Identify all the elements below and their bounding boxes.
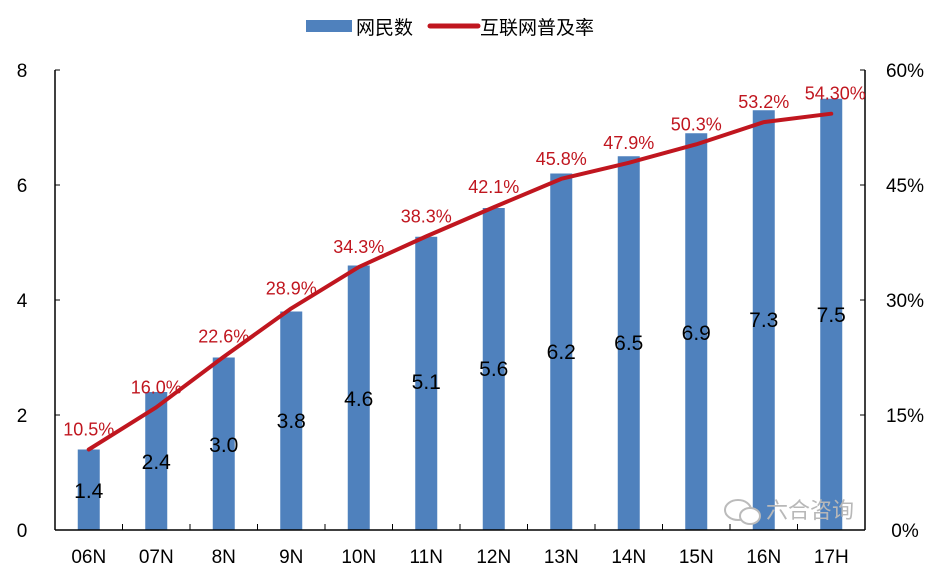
watermark-text: 六合咨询 xyxy=(766,498,854,523)
y-left-tick-label: 2 xyxy=(17,406,28,427)
line-data-label: 22.6% xyxy=(198,327,249,347)
bar-data-label: 5.1 xyxy=(412,371,441,394)
y-left-tick-label: 4 xyxy=(17,291,28,312)
legend: 网民数 互联网普及率 xyxy=(306,17,594,39)
x-tick-label: 06N xyxy=(71,547,106,568)
line-data-label: 16.0% xyxy=(131,377,182,397)
x-tick-label: 15N xyxy=(679,547,714,568)
line-data-label: 54.30% xyxy=(805,84,866,104)
legend-label-line: 互联网普及率 xyxy=(480,17,594,39)
x-tick-label: 07N xyxy=(139,547,174,568)
y-left-tick-label: 0 xyxy=(17,521,28,542)
bar-data-label: 7.3 xyxy=(749,309,778,332)
x-tick-label: 11N xyxy=(410,547,443,568)
x-tick-label: 13N xyxy=(544,547,579,568)
bar-data-label: 4.6 xyxy=(344,388,373,411)
x-tick-label: 17H xyxy=(814,547,849,568)
line-data-label: 45.8% xyxy=(536,149,587,169)
y-right-tick-label: 15% xyxy=(886,406,924,427)
x-tick-label: 9N xyxy=(279,547,303,568)
bar-data-label: 6.5 xyxy=(614,332,643,355)
bar-data-label: 3.0 xyxy=(209,434,238,457)
x-tick-label: 16N xyxy=(746,547,781,568)
x-tick-label: 10N xyxy=(341,547,376,568)
legend-label-bar: 网民数 xyxy=(356,17,413,39)
bar-data-label: 6.9 xyxy=(682,322,711,345)
y-left-tick-label: 6 xyxy=(17,176,28,197)
bar-data-label: 3.8 xyxy=(277,410,306,433)
line-data-label: 28.9% xyxy=(266,278,317,298)
x-tick-label: 8N xyxy=(212,547,236,568)
line-data-label: 47.9% xyxy=(603,133,654,153)
line-data-label: 38.3% xyxy=(401,206,452,226)
x-tick-label: 14N xyxy=(611,547,646,568)
legend-swatch-bar xyxy=(306,20,352,32)
line-data-label: 10.5% xyxy=(63,420,114,440)
line-data-label: 42.1% xyxy=(468,177,519,197)
line-series-penetration xyxy=(89,114,832,450)
line-data-label: 50.3% xyxy=(671,114,722,134)
line-data-label: 53.2% xyxy=(738,92,789,112)
y-right-tick-label: 30% xyxy=(886,291,924,312)
bar-data-label: 6.2 xyxy=(547,341,576,364)
bar-data-label: 2.4 xyxy=(142,451,172,474)
y-right-tick-label: 0% xyxy=(891,521,919,542)
y-right-tick-label: 60% xyxy=(886,61,924,82)
y-left-tick-label: 8 xyxy=(17,61,28,82)
bar-data-label: 5.6 xyxy=(479,358,508,381)
y-right-tick-label: 45% xyxy=(886,176,924,197)
bar-data-label: 1.4 xyxy=(74,480,104,503)
bar-data-label: 7.5 xyxy=(817,304,846,327)
line-data-label: 34.3% xyxy=(333,237,384,257)
x-tick-label: 12N xyxy=(476,547,511,568)
watermark: 六合咨询 xyxy=(725,498,854,524)
